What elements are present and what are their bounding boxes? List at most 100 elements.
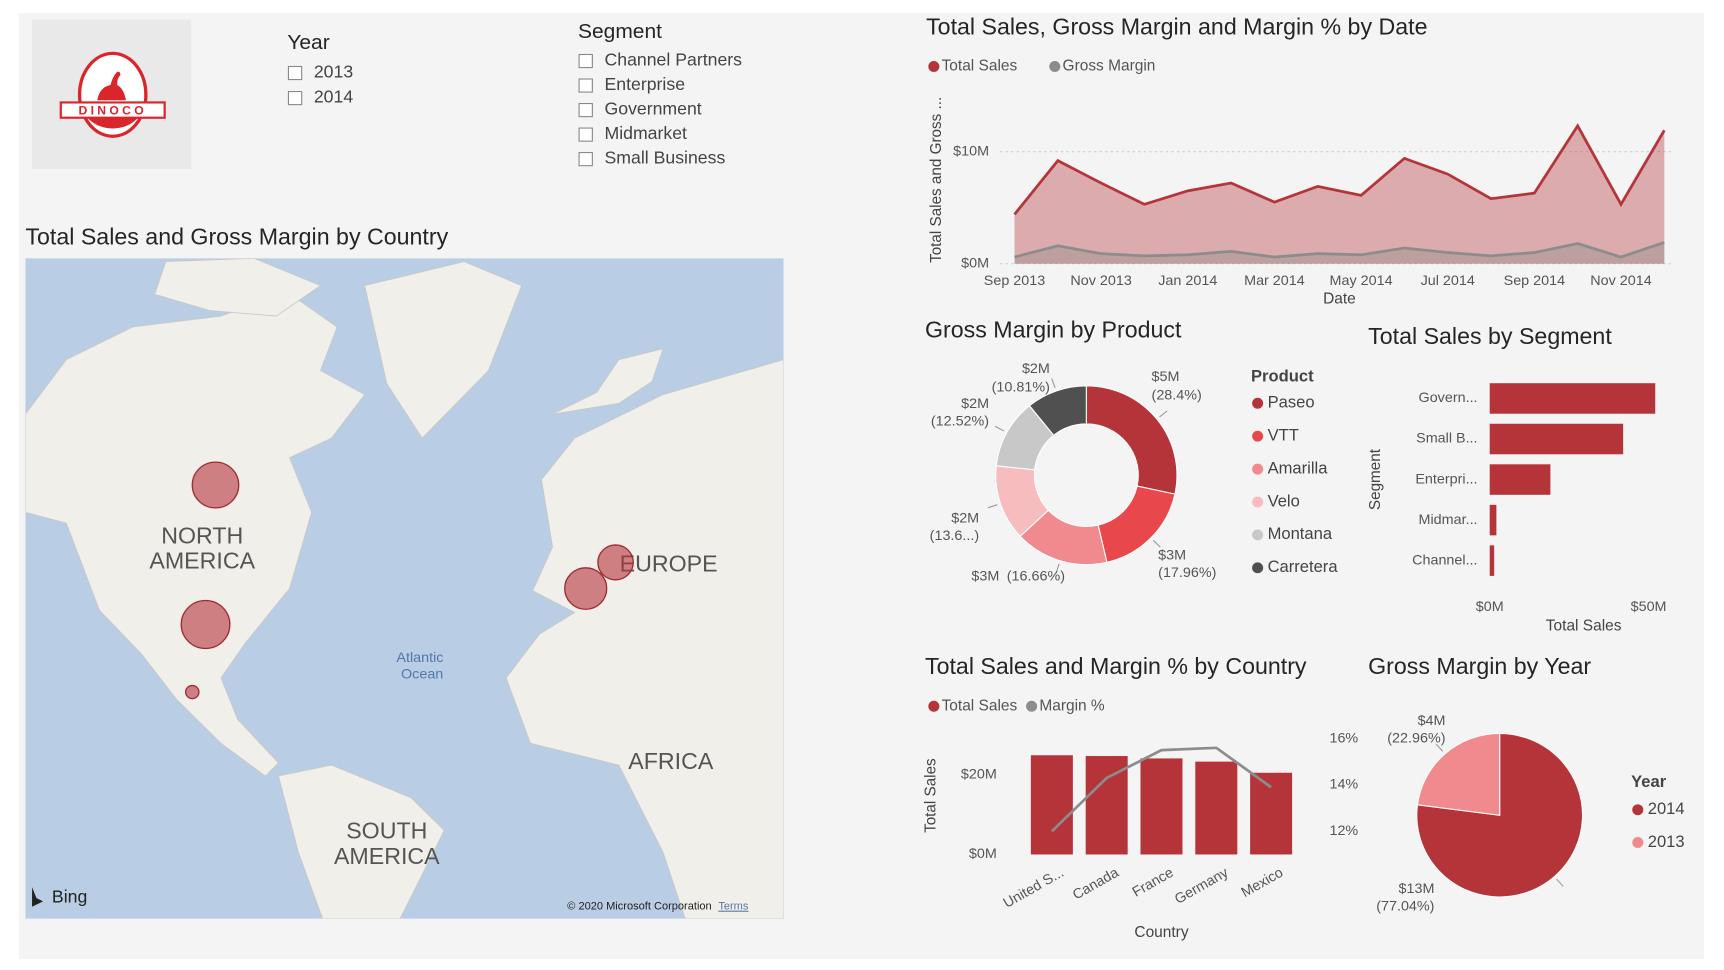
y-tick-label: $0M (961, 256, 989, 272)
y2-tick-label: 16% (1329, 730, 1358, 746)
slice[interactable] (1028, 385, 1087, 437)
data-label: $2M (1022, 361, 1050, 377)
legend-marker (1252, 397, 1264, 409)
x-tick-label: Jul 2014 (1421, 273, 1475, 289)
leader-line (1055, 563, 1060, 574)
checkbox[interactable] (578, 152, 593, 167)
legend-marker (1252, 463, 1264, 475)
leader-line (1556, 878, 1564, 887)
legend-label: Velo (1268, 492, 1300, 510)
x-tick-label: May 2014 (1330, 273, 1393, 289)
region-label: EUROPE (620, 551, 718, 577)
y-tick-label: Small B... (1416, 431, 1477, 447)
x-tick-label: Mar 2014 (1244, 273, 1305, 289)
legend-label: Total Sales (942, 58, 1018, 75)
bubble[interactable] (180, 599, 231, 650)
legend-title: Year (1631, 773, 1667, 791)
checkbox[interactable] (578, 102, 593, 118)
map[interactable]: NORTH AMERICA EUROPE AFRICA SOUTH AMERIC… (25, 258, 784, 919)
legend-label: Carretera (1268, 558, 1339, 576)
bubble[interactable] (191, 461, 240, 509)
checkbox[interactable] (578, 78, 593, 93)
region-label: AFRICA (628, 748, 714, 774)
bar (1489, 383, 1656, 414)
region-label: AMERICA (334, 843, 440, 869)
area (1014, 125, 1665, 264)
x-tick-label: $0M (1476, 599, 1504, 615)
legend-marker (1632, 837, 1644, 848)
legend-label: Margin % (1039, 697, 1105, 714)
y-tick-label: $10M (953, 143, 989, 159)
x-tick-label: Nov 2014 (1590, 273, 1651, 289)
map-title: Total Sales and Gross Margin by Country (25, 224, 448, 250)
x-tick-label: Nov 2013 (1070, 273, 1131, 289)
x-tick-label: Sep 2013 (984, 273, 1046, 289)
leader-line (1159, 410, 1168, 418)
line (1013, 123, 1666, 216)
legend-marker (1252, 529, 1264, 541)
legend-label: Montana (1268, 525, 1333, 543)
bar (1140, 758, 1183, 855)
legend-label: Total Sales (942, 697, 1018, 714)
legend-marker (1252, 496, 1264, 508)
data-label: $3M (971, 568, 999, 584)
bubble[interactable] (184, 684, 200, 700)
slicer-item: Government (605, 99, 702, 119)
data-label: $5M (1152, 369, 1180, 385)
slice[interactable] (1416, 732, 1501, 816)
leader-line (994, 425, 1005, 432)
bar (1489, 423, 1624, 455)
slicer-item: 2013 (314, 62, 353, 82)
data-label: (17.96%) (1158, 565, 1216, 581)
slice[interactable] (1085, 385, 1178, 495)
bar (1085, 756, 1128, 855)
checkbox[interactable] (287, 65, 303, 81)
y-tick-label: Channel... (1412, 552, 1477, 568)
legend-label: Paseo (1268, 394, 1315, 412)
bubble[interactable] (564, 567, 608, 610)
bar (1489, 504, 1497, 536)
ocean-label: Atlantic (396, 650, 443, 666)
data-label: (12.52%) (931, 414, 989, 430)
leader-line (1051, 378, 1056, 389)
x-axis-label: Country (1134, 924, 1188, 941)
slicer-item: Midmarket (605, 123, 688, 143)
map-terms[interactable]: Terms (718, 901, 749, 913)
slicer-title: Year (287, 31, 329, 54)
slicer-item: Channel Partners (605, 50, 743, 70)
legend-label: 2013 (1648, 833, 1685, 851)
x-tick-label: Sep 2014 (1504, 273, 1566, 289)
area (1014, 242, 1665, 264)
bar (1250, 772, 1293, 855)
chart-title: Gross Margin by Year (1368, 653, 1591, 679)
checkbox[interactable] (287, 91, 303, 106)
legend-marker (1026, 700, 1038, 712)
line (1050, 746, 1272, 833)
y-tick-label: Govern... (1419, 390, 1478, 406)
slicer-item: Small Business (605, 148, 726, 168)
data-label: $2M (951, 511, 979, 527)
logo-text: DINOCO (78, 103, 146, 117)
y-tick-label: Midmar... (1419, 512, 1478, 528)
legend-marker (928, 700, 940, 712)
data-label: $13M (1399, 881, 1435, 897)
leader-line (1435, 743, 1444, 752)
checkbox[interactable] (578, 127, 593, 142)
bubble[interactable] (597, 544, 634, 581)
map-bubbles (180, 461, 634, 700)
chart-title: Gross Margin by Product (925, 317, 1182, 343)
bar (1489, 545, 1495, 576)
legend-label: Gross Margin (1063, 58, 1156, 75)
y2-tick-label: 14% (1329, 777, 1358, 793)
chart-title: Total Sales, Gross Margin and Margin % b… (926, 14, 1427, 40)
bing-icon (32, 887, 44, 907)
x-axis-label: Total Sales (1546, 618, 1622, 635)
checkbox[interactable] (578, 53, 593, 69)
data-label: (13.6...) (930, 528, 979, 544)
logo-band (59, 101, 166, 119)
legend-title: Product (1251, 368, 1314, 386)
data-label: (28.4%) (1152, 387, 1202, 403)
map-land (25, 258, 784, 919)
